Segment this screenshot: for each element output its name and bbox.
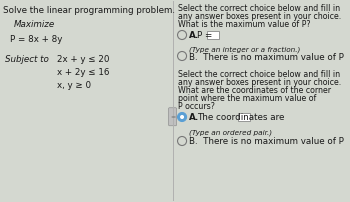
Text: P = 8x + 8y: P = 8x + 8y <box>10 35 62 44</box>
Text: A.: A. <box>189 113 199 122</box>
Text: B.  There is no maximum value of P: B. There is no maximum value of P <box>189 52 343 61</box>
Text: x + 2y ≤ 16: x + 2y ≤ 16 <box>57 68 109 77</box>
Text: P =: P = <box>197 31 212 40</box>
FancyBboxPatch shape <box>238 114 250 121</box>
FancyBboxPatch shape <box>169 108 176 126</box>
Text: Solve the linear programming problem.: Solve the linear programming problem. <box>3 6 175 15</box>
Text: Select the correct choice below and fill in: Select the correct choice below and fill… <box>177 4 340 13</box>
Text: any answer boxes present in your choice.: any answer boxes present in your choice. <box>177 12 341 21</box>
Text: (Type an integer or a fraction.): (Type an integer or a fraction.) <box>189 46 300 52</box>
Text: x, y ≥ 0: x, y ≥ 0 <box>57 81 91 89</box>
FancyBboxPatch shape <box>207 32 219 40</box>
Text: The coordinates are: The coordinates are <box>197 113 284 122</box>
Text: any answer boxes present in your choice.: any answer boxes present in your choice. <box>177 78 341 87</box>
Circle shape <box>177 113 187 122</box>
Text: 2x + y ≤ 20: 2x + y ≤ 20 <box>57 55 110 64</box>
Text: P occurs?: P occurs? <box>177 101 215 110</box>
Text: A.: A. <box>189 31 199 40</box>
Text: What is the maximum value of P?: What is the maximum value of P? <box>177 20 310 29</box>
Text: B.  There is no maximum value of P: B. There is no maximum value of P <box>189 137 343 146</box>
Text: =: = <box>170 115 175 120</box>
Text: Maximize: Maximize <box>14 20 55 29</box>
Text: point where the maximum value of: point where the maximum value of <box>177 94 316 102</box>
Text: Select the correct choice below and fill in: Select the correct choice below and fill… <box>177 70 340 79</box>
Circle shape <box>180 115 184 119</box>
Text: (Type an ordered pair.): (Type an ordered pair.) <box>189 128 272 135</box>
Text: What are the coordinates of the corner: What are the coordinates of the corner <box>177 86 330 95</box>
Text: Subject to: Subject to <box>5 55 49 64</box>
